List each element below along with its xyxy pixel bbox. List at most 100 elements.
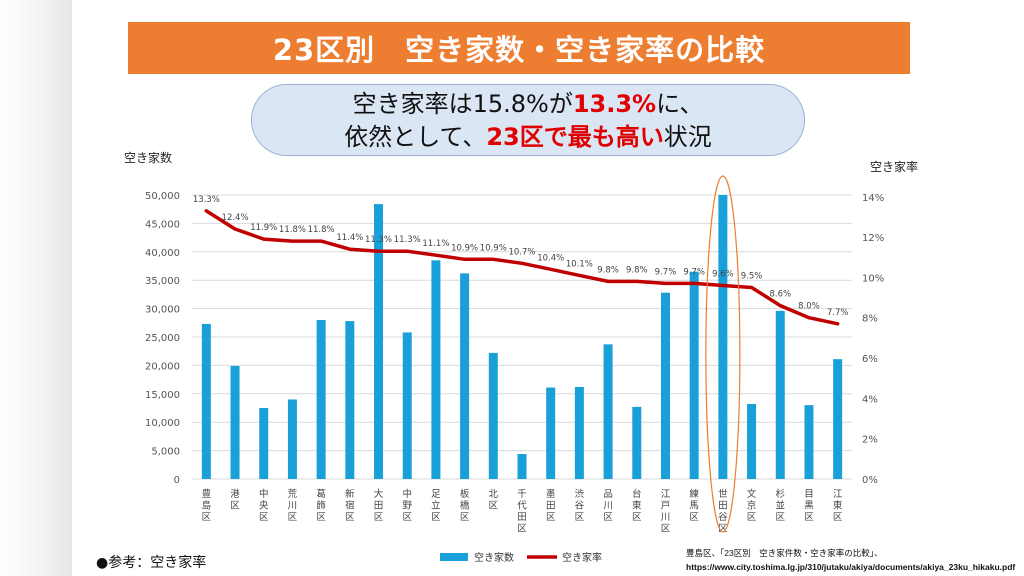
callout-line-1: 空き家率は15.8%が13.3%に、 (252, 88, 804, 121)
line-point (262, 237, 266, 241)
bar (431, 260, 441, 479)
callout-text: 依然として、 (344, 123, 487, 151)
legend-label: 空き家率 (562, 551, 602, 564)
data-label: 8.0% (798, 302, 820, 312)
callout-text: 状況 (663, 123, 712, 151)
data-label: 12.4% (222, 213, 249, 223)
bar (230, 365, 240, 479)
line-point (606, 279, 610, 283)
bar (546, 387, 556, 479)
line-point (577, 273, 581, 277)
y2-tick-label: 6% (862, 354, 878, 365)
bar (603, 344, 613, 479)
y-tick-label: 0 (174, 475, 180, 486)
y2-tick-label: 12% (862, 233, 884, 244)
x-tick-label: 大田区 (374, 488, 384, 523)
data-label: 10.7% (508, 247, 535, 257)
data-label: 9.7% (655, 267, 677, 277)
bar (689, 271, 699, 479)
line-point (750, 285, 754, 289)
bar (460, 273, 470, 479)
callout-line-2: 依然として、23区で最も高い状況 (252, 121, 804, 154)
x-tick-label: 江戸川区 (661, 489, 671, 535)
x-tick-label: 目黒区 (804, 489, 814, 523)
line-point (290, 239, 294, 243)
line-point (491, 257, 495, 261)
x-tick-label: 港区 (230, 488, 240, 512)
line-point (721, 283, 725, 287)
line-point (807, 316, 811, 320)
x-tick-label: 荒川区 (288, 489, 298, 523)
bar (488, 352, 498, 479)
x-tick-label: 中央区 (259, 488, 269, 523)
bar (660, 292, 670, 479)
y-tick-label: 25,000 (145, 333, 180, 344)
y-tick-label: 10,000 (145, 418, 180, 429)
x-tick-label: 練馬区 (689, 488, 699, 523)
callout-text: 空き家率は15.8%が (352, 90, 573, 118)
bar (517, 454, 527, 479)
reference-note: ●参考：空き家率 (96, 555, 207, 571)
data-label: 10.9% (480, 243, 507, 253)
data-label: 11.8% (279, 225, 306, 235)
x-tick-label: 杉並区 (776, 488, 786, 523)
y2-tick-label: 8% (862, 314, 878, 325)
bar (316, 319, 326, 479)
data-label: 10.9% (451, 243, 478, 253)
bar (402, 332, 412, 479)
y-tick-label: 50,000 (145, 191, 180, 202)
x-tick-label: 豊島区 (202, 488, 212, 523)
highlight-ellipse (705, 175, 741, 533)
line-point (663, 281, 667, 285)
x-tick-label: 台東区 (632, 488, 642, 523)
bar (747, 404, 757, 479)
data-label: 9.5% (741, 271, 763, 281)
x-tick-label: 渋谷区 (575, 488, 585, 523)
bar (775, 310, 785, 479)
callout-highlight: 23区で最も高い (486, 123, 664, 151)
bar (259, 408, 269, 479)
line-point (549, 267, 553, 271)
y-tick-label: 30,000 (145, 305, 180, 316)
y2-axis-title: 空き家率 (870, 159, 918, 174)
line-point (348, 247, 352, 251)
y2-tick-label: 4% (862, 394, 878, 405)
line-point (778, 304, 782, 308)
line-point (520, 261, 524, 265)
data-label: 8.6% (769, 290, 791, 300)
legend-swatch-bar (440, 553, 468, 561)
line-point (836, 322, 840, 326)
callout-text: に、 (656, 90, 704, 118)
bar (287, 399, 297, 479)
x-tick-label: 江東区 (833, 489, 843, 523)
data-label: 11.1% (422, 239, 449, 249)
bar (833, 359, 843, 479)
source-line-1: 豊島区、「23区別 空き家件数・空き家率の比較」、 (686, 548, 883, 558)
x-tick-label: 世田谷区 (718, 488, 728, 535)
data-label: 9.8% (597, 265, 619, 275)
legend-label: 空き家数 (474, 551, 514, 564)
slide-left-shadow (0, 0, 72, 576)
data-label: 11.4% (336, 233, 363, 243)
callout-highlight: 13.3% (572, 90, 657, 118)
x-tick-label: 板橋区 (460, 488, 470, 523)
line-point (434, 253, 438, 257)
source-url: https://www.city.toshima.lg.jp/310/jutak… (686, 562, 1016, 572)
line-point (377, 249, 381, 253)
data-label: 11.8% (308, 225, 335, 235)
slide-title: 23区別 空き家数・空き家率の比較 (272, 33, 766, 67)
data-label: 11.9% (250, 223, 277, 233)
data-label: 10.4% (537, 253, 564, 263)
line-point (635, 279, 639, 283)
line-point (463, 257, 467, 261)
y-tick-label: 15,000 (145, 390, 180, 401)
data-label: 11.3% (365, 235, 392, 245)
line-point (233, 227, 237, 231)
data-label: 13.3% (193, 195, 220, 205)
bar (804, 405, 814, 479)
line-point (319, 239, 323, 243)
bar (201, 323, 211, 479)
y-tick-label: 5,000 (151, 447, 180, 458)
data-label: 7.7% (827, 308, 849, 318)
